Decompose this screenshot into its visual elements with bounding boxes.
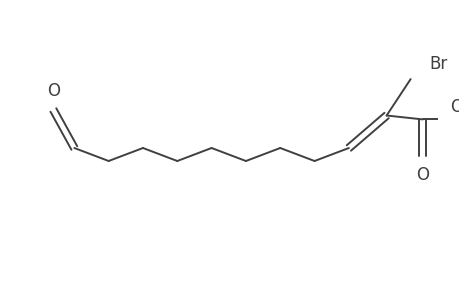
Text: Br: Br (429, 55, 447, 73)
Text: O: O (415, 166, 428, 184)
Text: O: O (449, 98, 459, 116)
Text: O: O (47, 82, 60, 100)
